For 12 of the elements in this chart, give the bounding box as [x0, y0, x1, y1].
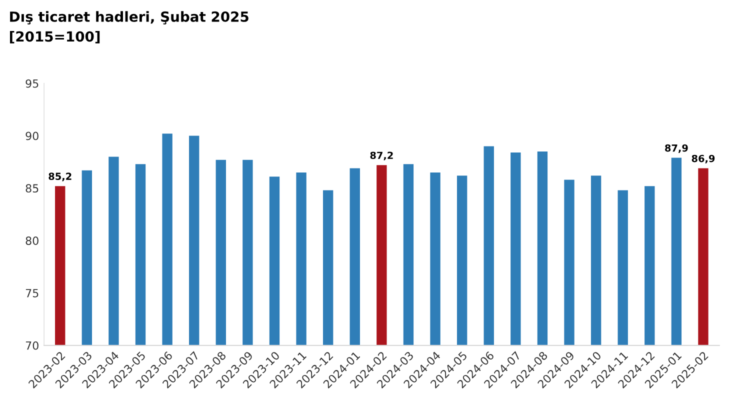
data-label: 86,9 [692, 154, 715, 164]
data-label: 87,2 [370, 152, 393, 160]
y-tick-label: 85 [26, 184, 38, 193]
chart-title: Dış ticaret hadleri, Şubat 2025 [10, 11, 248, 24]
data-label: 85,2 [48, 172, 72, 182]
y-tick-label: 75 [26, 289, 38, 298]
y-tick-label: 95 [26, 79, 38, 88]
chart-subtitle: [2015=100] [10, 30, 100, 44]
y-tick-label: 80 [26, 236, 38, 245]
data-label: 87,9 [665, 144, 688, 153]
y-tick-label: 90 [26, 132, 38, 140]
y-tick-label: 70 [26, 341, 38, 350]
